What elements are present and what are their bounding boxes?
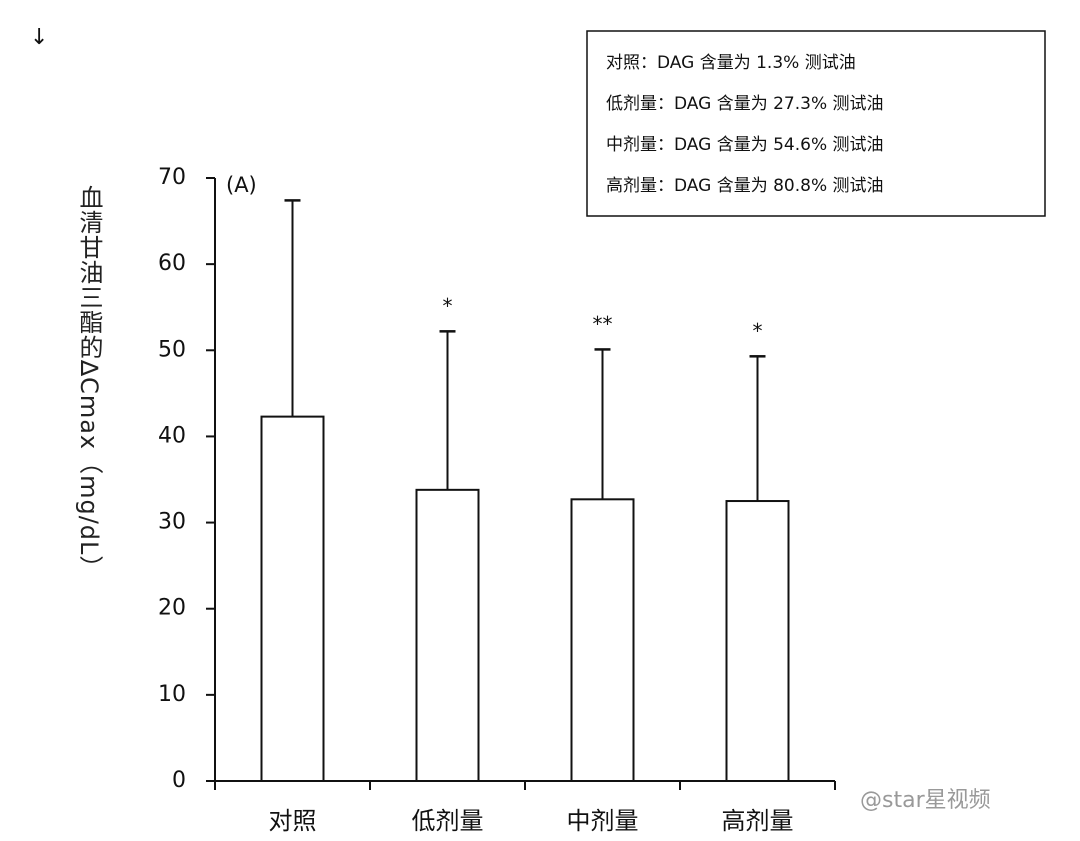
significance-mark: * <box>443 294 453 318</box>
legend-text: 对照：DAG 含量为 1.3% 测试油 <box>606 53 856 73</box>
watermark: @star星视频 <box>860 788 991 813</box>
panel-label: (A) <box>226 173 257 197</box>
x-tick-label: 高剂量 <box>722 807 794 835</box>
y-tick-label: 70 <box>158 165 186 190</box>
bar <box>260 415 325 782</box>
y-tick-label: 50 <box>158 337 186 362</box>
corner-symbol: ↓ <box>30 25 48 50</box>
significance-mark: ** <box>593 312 613 336</box>
bar <box>725 500 790 782</box>
bar <box>415 488 480 782</box>
y-tick-label: 30 <box>158 510 186 535</box>
y-tick-label: 20 <box>158 596 186 621</box>
significance-mark: * <box>753 319 763 343</box>
y-axis-label: 血清甘油三酯的∆Cmax（mg/dL） <box>75 185 103 581</box>
y-tick-label: 40 <box>158 423 186 448</box>
legend-box <box>586 30 1046 217</box>
x-tick-label: 对照 <box>269 807 317 835</box>
legend-text: 低剂量：DAG 含量为 27.3% 测试油 <box>606 94 884 114</box>
x-tick-label: 低剂量 <box>412 807 484 835</box>
x-tick-label: 中剂量 <box>567 807 639 835</box>
legend-text: 高剂量：DAG 含量为 80.8% 测试油 <box>606 176 884 196</box>
y-tick-label: 0 <box>172 768 186 793</box>
legend-text: 中剂量：DAG 含量为 54.6% 测试油 <box>606 135 884 155</box>
y-tick-label: 10 <box>158 682 186 707</box>
bar <box>570 498 635 782</box>
y-tick-label: 60 <box>158 251 186 276</box>
